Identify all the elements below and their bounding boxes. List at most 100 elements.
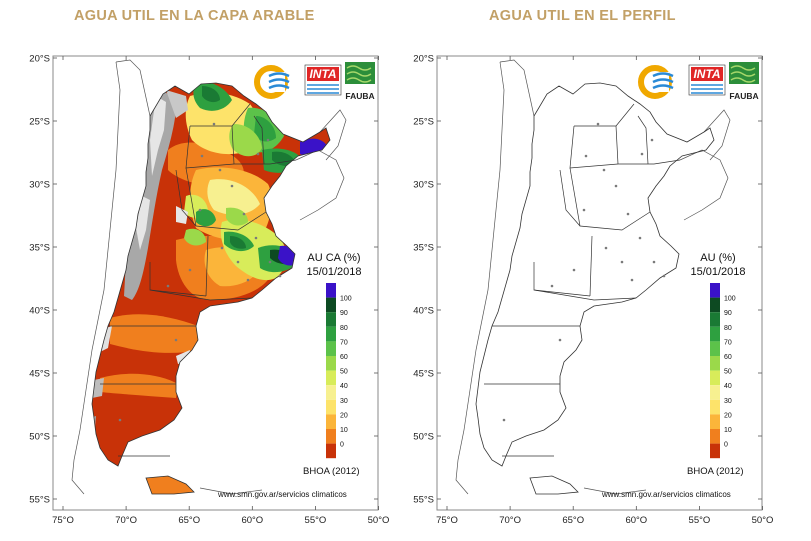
source-url-right: www.smn.gov.ar/servicios climaticos	[601, 490, 731, 499]
lon-tick-label: 75°O	[52, 515, 74, 526]
legend-tick-label: 100	[724, 296, 736, 303]
legend-tick-label: 50	[340, 369, 348, 376]
legend-swatch	[710, 341, 720, 356]
lat-tick-label: 20°S	[29, 54, 50, 65]
logo-group-left: INTA FAUBA	[254, 62, 375, 101]
legend-tick-label: 0	[724, 442, 728, 449]
logo-group-right: INTA FAUBA	[638, 62, 759, 101]
lon-tick-label: 55°O	[689, 515, 711, 526]
lat-tick-label: 50°S	[29, 432, 50, 443]
lat-tick-label: 25°S	[413, 117, 434, 128]
lat-tick-label: 40°S	[413, 306, 434, 317]
legend-tick-label: 70	[724, 339, 732, 346]
legend-swatch	[326, 283, 336, 298]
lon-tick-label: 50°O	[752, 515, 774, 526]
legend-swatch	[710, 297, 720, 313]
inta-logo: INTA	[688, 64, 726, 96]
lat-tick-label: 30°S	[413, 180, 434, 191]
legend-swatch	[326, 370, 336, 386]
lat-tick-label: 40°S	[29, 306, 50, 317]
legend-swatch	[710, 385, 720, 400]
legend-swatch	[326, 356, 336, 371]
legend-swatch	[710, 370, 720, 386]
legend-tick-label: 10	[724, 427, 732, 434]
lat-tick-label: 55°S	[29, 495, 50, 506]
legend-swatch	[710, 356, 720, 371]
lon-tick-label: 70°O	[499, 515, 521, 526]
legend-tick-label: 30	[724, 398, 732, 405]
legend-swatch	[710, 399, 720, 415]
legend-swatch	[710, 443, 720, 459]
lon-tick-label: 70°O	[115, 515, 137, 526]
legend-tick-label: 60	[724, 354, 732, 361]
lat-tick-label: 35°S	[29, 243, 50, 254]
legend-tick-label: 40	[724, 383, 732, 390]
inta-logo-text: INTA	[309, 67, 336, 81]
legend-tick-label: 90	[724, 310, 732, 317]
lon-tick-label: 75°O	[436, 515, 458, 526]
legend-swatch	[326, 297, 336, 313]
smn-logo	[638, 65, 674, 99]
lat-tick-label: 25°S	[29, 117, 50, 128]
inta-logo-text: INTA	[693, 67, 720, 81]
legend-swatch	[710, 414, 720, 429]
map-title-perfil: AGUA UTIL EN EL PERFIL	[489, 8, 676, 24]
legend-tick-label: 40	[340, 383, 348, 390]
model-label-right: BHOA (2012)	[687, 466, 744, 477]
legend-date-left: 15/01/2018	[306, 266, 361, 278]
lat-tick-label: 20°S	[413, 54, 434, 65]
legend-date-right: 15/01/2018	[690, 266, 745, 278]
lon-tick-label: 55°O	[305, 515, 327, 526]
station-dots-right	[502, 122, 666, 422]
legend-tick-label: 100	[340, 296, 352, 303]
legend-swatch	[326, 443, 336, 459]
map-panel-left	[52, 55, 379, 511]
legend-tick-label: 20	[340, 412, 348, 419]
lat-tick-label: 30°S	[29, 180, 50, 191]
legend-tick-label: 0	[340, 442, 344, 449]
legend-tick-label: 50	[724, 369, 732, 376]
source-url-left: www.smn.gov.ar/servicios climaticos	[217, 490, 347, 499]
legend-swatch	[326, 414, 336, 429]
lat-tick-label: 45°S	[29, 369, 50, 380]
legend-variable-label-right: AU (%)	[700, 252, 735, 264]
map-title-capa-arable: AGUA UTIL EN LA CAPA ARABLE	[74, 8, 315, 24]
legend-tick-label: 90	[340, 310, 348, 317]
fauba-logo: FAUBA	[729, 62, 759, 101]
legend-swatch	[326, 399, 336, 415]
legend-swatch	[710, 283, 720, 298]
fauba-logo: FAUBA	[345, 62, 375, 101]
chile-coastline	[455, 59, 731, 495]
inta-logo: INTA	[304, 64, 342, 96]
legend-swatch	[326, 429, 336, 444]
legend-swatch	[326, 385, 336, 400]
province-borders-left	[100, 103, 297, 457]
legend-swatch	[710, 429, 720, 444]
legend-tick-label: 30	[340, 398, 348, 405]
chile-coastline	[71, 59, 347, 495]
smn-logo	[254, 65, 290, 99]
legend-swatch	[326, 312, 336, 327]
lat-tick-label: 50°S	[413, 432, 434, 443]
legend-tick-label: 60	[340, 354, 348, 361]
legend-variable-label-left: AU CA (%)	[307, 252, 360, 264]
legend-tick-label: 10	[340, 427, 348, 434]
lat-tick-label: 45°S	[413, 369, 434, 380]
model-label-left: BHOA (2012)	[303, 466, 360, 477]
legend-swatch	[710, 312, 720, 327]
lon-tick-label: 60°O	[625, 515, 647, 526]
legend-tick-label: 80	[724, 325, 732, 332]
legend-tick-label: 20	[724, 412, 732, 419]
fauba-logo-text: FAUBA	[729, 91, 758, 101]
lat-tick-label: 35°S	[413, 243, 434, 254]
legend-tick-label: 70	[340, 339, 348, 346]
lon-tick-label: 60°O	[241, 515, 263, 526]
axis-labels: 20°S25°S30°S35°S40°S45°S50°S55°S75°O 70°O…	[29, 54, 773, 527]
lon-tick-label: 65°O	[178, 515, 200, 526]
map-panel-right	[436, 55, 763, 511]
lat-tick-label: 55°S	[413, 495, 434, 506]
province-borders-right	[484, 103, 681, 457]
